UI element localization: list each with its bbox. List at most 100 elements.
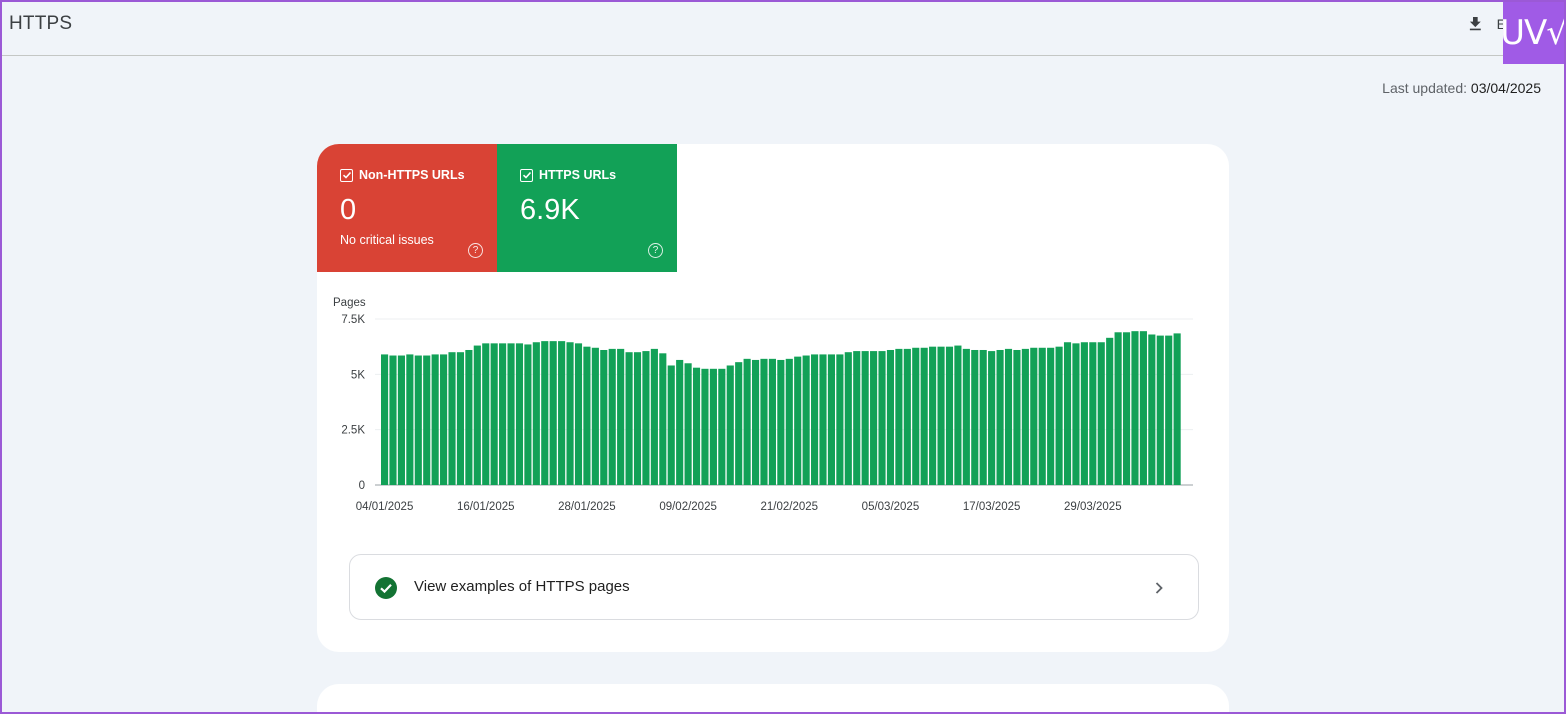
tile-https-urls[interactable]: HTTPS URLs 6.9K ? <box>497 144 677 272</box>
chart-bar[interactable] <box>1004 348 1013 485</box>
chart-bar[interactable] <box>1156 335 1164 485</box>
chart-bar[interactable] <box>726 365 734 485</box>
chart-bar[interactable] <box>625 352 633 485</box>
chart-bar[interactable] <box>1097 342 1105 485</box>
chart-bar[interactable] <box>1072 343 1080 485</box>
chart-bar[interactable] <box>1047 347 1055 485</box>
chart-bar[interactable] <box>811 354 819 485</box>
chart-bar[interactable] <box>870 351 878 485</box>
chart-bar[interactable] <box>962 348 970 485</box>
chart-bar[interactable] <box>945 346 954 485</box>
chart-bar[interactable] <box>600 349 608 485</box>
chart-bar[interactable] <box>558 341 566 485</box>
chart-bar[interactable] <box>937 346 945 485</box>
chart-bar[interactable] <box>456 352 465 485</box>
chart-bar[interactable] <box>1173 333 1181 485</box>
chart-bar[interactable] <box>1131 331 1139 485</box>
chart-bar[interactable] <box>1038 347 1046 485</box>
chart-bar[interactable] <box>1089 342 1097 485</box>
chart-bar[interactable] <box>397 355 405 485</box>
chart-bar[interactable] <box>499 343 507 485</box>
chart-bar[interactable] <box>718 368 726 485</box>
chart-bar[interactable] <box>440 354 448 485</box>
chart-bar[interactable] <box>591 347 599 485</box>
chart-bar[interactable] <box>954 345 962 485</box>
chart-bar[interactable] <box>617 348 625 485</box>
chart-bar[interactable] <box>566 342 574 485</box>
chart-bar[interactable] <box>1013 349 1021 485</box>
chart-bar[interactable] <box>549 341 557 485</box>
chart-bar[interactable] <box>1148 334 1156 485</box>
chart-bar[interactable] <box>692 367 701 485</box>
chart-bar[interactable] <box>431 354 439 485</box>
chart-bar[interactable] <box>507 343 515 485</box>
chart-bar[interactable] <box>406 354 414 485</box>
chart-bar[interactable] <box>886 349 895 485</box>
chart-bar[interactable] <box>878 351 886 485</box>
chart-bar[interactable] <box>448 352 456 485</box>
chart-bar[interactable] <box>903 348 911 485</box>
chart-bar[interactable] <box>751 359 760 485</box>
chart-bar[interactable] <box>1139 331 1147 485</box>
chart-bar[interactable] <box>414 355 422 485</box>
chart-bar[interactable] <box>979 349 987 485</box>
chart-bar[interactable] <box>465 349 473 485</box>
chart-bar[interactable] <box>709 368 717 485</box>
chart-bar[interactable] <box>971 349 979 485</box>
chart-bar[interactable] <box>381 354 389 485</box>
chart-bar[interactable] <box>996 349 1004 485</box>
chart-bar[interactable] <box>1055 346 1063 485</box>
chart-bar[interactable] <box>929 346 937 485</box>
checkbox-checked-icon[interactable] <box>520 168 533 182</box>
chart-bar[interactable] <box>423 355 431 485</box>
chart-bar[interactable] <box>912 347 920 485</box>
chart-bar[interactable] <box>777 359 785 485</box>
checkbox-checked-icon[interactable] <box>340 168 353 182</box>
chart-bar[interactable] <box>667 365 675 485</box>
chart-bar[interactable] <box>988 351 996 485</box>
chart-bar[interactable] <box>1165 335 1173 485</box>
chart-bar[interactable] <box>684 363 692 485</box>
chart-bar[interactable] <box>524 344 532 485</box>
view-examples-button[interactable]: View examples of HTTPS pages <box>349 554 1199 620</box>
tile-non-https-urls[interactable]: Non-HTTPS URLs 0 No critical issues ? <box>317 144 497 272</box>
chart-bar[interactable] <box>701 368 709 485</box>
chart-bar[interactable] <box>785 358 793 485</box>
chart-bar[interactable] <box>650 348 658 485</box>
chart-bar[interactable] <box>490 343 498 485</box>
chart-bar[interactable] <box>802 355 810 485</box>
chart-bar[interactable] <box>608 348 616 485</box>
chart-bar[interactable] <box>574 343 583 485</box>
export-button[interactable]: E <box>1466 10 1506 38</box>
chart-bar[interactable] <box>515 343 524 485</box>
chart-bar[interactable] <box>1080 342 1088 485</box>
chart-bar[interactable] <box>389 355 397 485</box>
chart-bar[interactable] <box>532 342 540 485</box>
chart-bar[interactable] <box>794 356 802 485</box>
chart-bar[interactable] <box>920 347 928 485</box>
chart-bar[interactable] <box>768 358 776 485</box>
chart-bar[interactable] <box>473 345 481 485</box>
chart-bar[interactable] <box>1114 332 1122 485</box>
chart-bar[interactable] <box>760 358 768 485</box>
chart-bar[interactable] <box>1021 348 1029 485</box>
help-icon[interactable]: ? <box>468 243 483 258</box>
chart-bar[interactable] <box>827 354 835 485</box>
chart-bar[interactable] <box>659 353 667 485</box>
chart-bar[interactable] <box>735 362 743 485</box>
chart-bar[interactable] <box>1106 337 1114 485</box>
chart-bar[interactable] <box>583 346 591 485</box>
help-icon[interactable]: ? <box>648 243 663 258</box>
chart-bar[interactable] <box>743 358 751 485</box>
chart-bar[interactable] <box>541 341 549 485</box>
chart-bar[interactable] <box>1030 347 1038 485</box>
chart-bar[interactable] <box>895 348 903 485</box>
chart-bar[interactable] <box>819 354 827 485</box>
chart-bar[interactable] <box>1122 332 1131 485</box>
chart-bar[interactable] <box>633 352 642 485</box>
chart-bar[interactable] <box>642 351 650 485</box>
chart-bar[interactable] <box>1063 342 1072 485</box>
chart-bar[interactable] <box>844 352 852 485</box>
chart-bar[interactable] <box>853 351 861 485</box>
chart-bar[interactable] <box>482 343 490 485</box>
